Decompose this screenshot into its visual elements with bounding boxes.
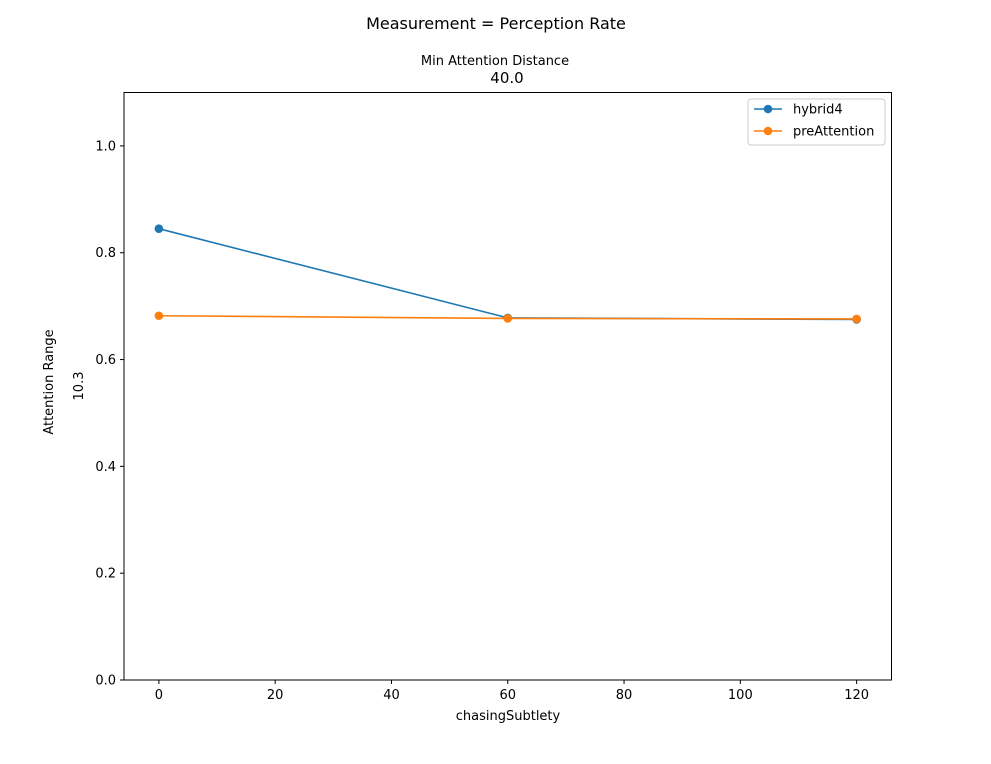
legend-marker-hybrid4 bbox=[763, 104, 773, 114]
plot-area-frame bbox=[123, 92, 892, 681]
x-tick-label: 60 bbox=[499, 688, 516, 703]
facet-row-label: Attention Range bbox=[42, 329, 57, 434]
series-layer bbox=[154, 224, 861, 324]
y-tick-label: 1.0 bbox=[95, 139, 116, 154]
legend-label-preAttention: preAttention bbox=[793, 125, 874, 140]
legend: hybrid4 preAttention bbox=[747, 98, 886, 146]
legend-box bbox=[747, 98, 886, 146]
legend-label-hybrid4: hybrid4 bbox=[793, 103, 843, 118]
x-tick-label: 40 bbox=[383, 688, 400, 703]
x-tick-label: 20 bbox=[267, 688, 284, 703]
data-point-preAttention bbox=[852, 314, 861, 324]
x-axis-ticks: 0 20 40 60 80 100 120 bbox=[155, 680, 869, 703]
legend-marker-preAttention bbox=[763, 126, 773, 136]
x-tick-label: 0 bbox=[155, 688, 163, 703]
facet-column-label: Min Attention Distance bbox=[421, 54, 569, 69]
y-tick-label: 0.2 bbox=[95, 567, 116, 582]
data-point-preAttention bbox=[503, 314, 513, 323]
y-tick-label: 0.0 bbox=[95, 674, 116, 689]
y-tick-label: 0.4 bbox=[95, 460, 116, 475]
data-point-hybrid4 bbox=[154, 224, 164, 233]
data-point-preAttention bbox=[154, 311, 164, 321]
x-axis-label: chasingSubtlety bbox=[456, 709, 561, 724]
series-line-hybrid4 bbox=[158, 227, 857, 321]
figure-suptitle: Measurement = Perception Rate bbox=[366, 14, 626, 33]
x-tick-label: 120 bbox=[844, 688, 869, 703]
y-tick-label: 0.6 bbox=[95, 353, 116, 368]
x-tick-label: 80 bbox=[616, 688, 633, 703]
chart-title: 40.0 bbox=[490, 69, 523, 87]
y-axis-ticks: 0.0 0.2 0.4 0.6 0.8 1.0 bbox=[95, 139, 124, 689]
x-tick-label: 100 bbox=[728, 688, 753, 703]
y-axis-label: 10.3 bbox=[72, 372, 87, 401]
y-tick-label: 0.8 bbox=[95, 246, 116, 261]
